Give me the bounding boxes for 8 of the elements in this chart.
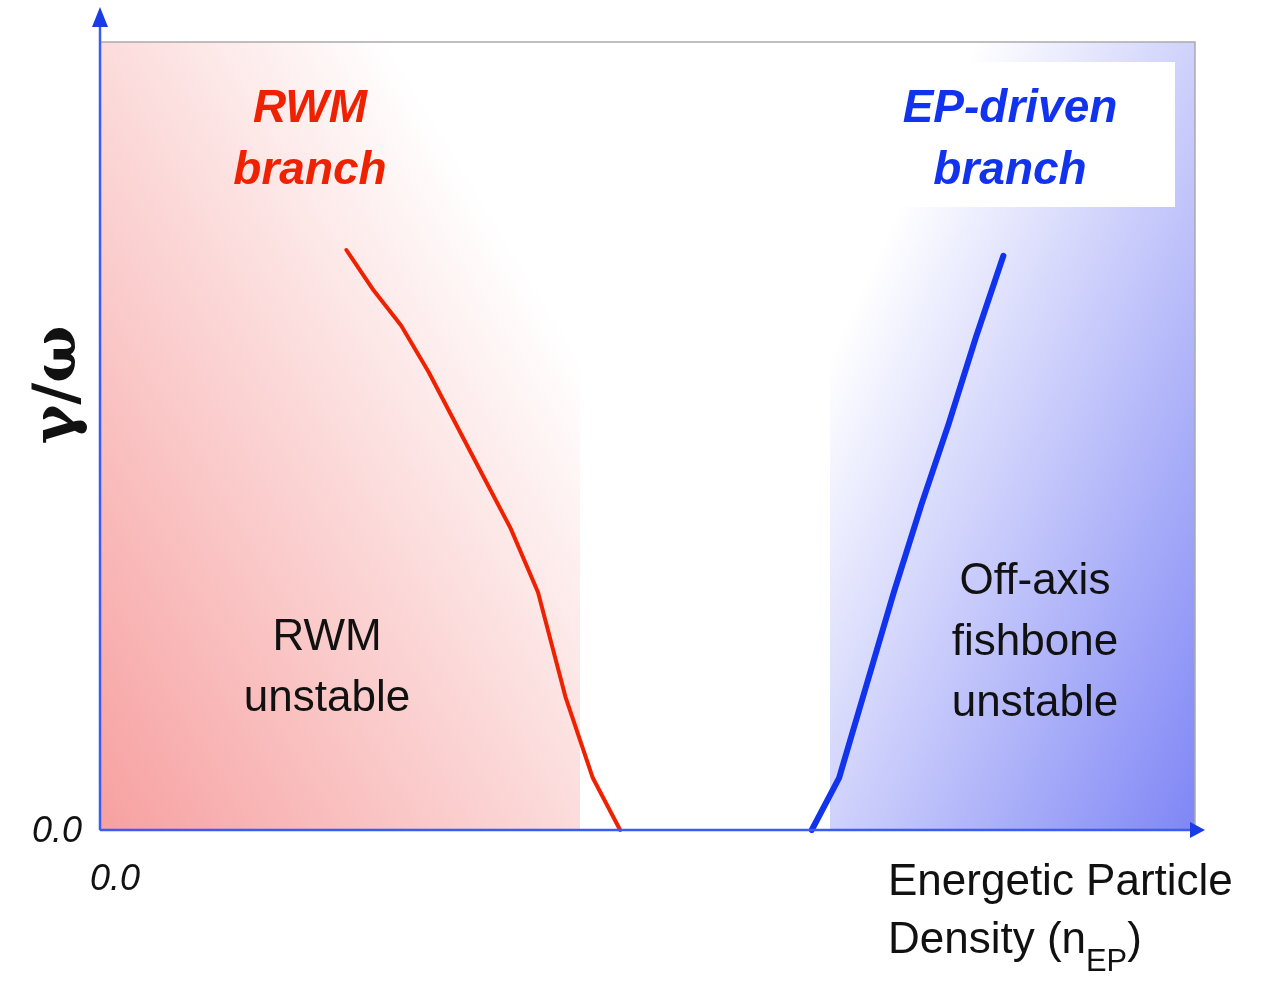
x-axis-title: Energetic Particle Density (n$_{EP}$) xyxy=(888,855,1233,978)
text: 0.0 xyxy=(31,809,82,850)
annotation: Off-axis fishbone unstable xyxy=(951,554,1119,725)
annotation: RWM unstable xyxy=(243,609,411,720)
text: EP-driven branch xyxy=(902,80,1118,194)
series-label: RWM branch xyxy=(233,80,387,194)
text: 0.0 xyxy=(89,857,141,898)
y-axis-title: γ/ω xyxy=(19,325,89,445)
